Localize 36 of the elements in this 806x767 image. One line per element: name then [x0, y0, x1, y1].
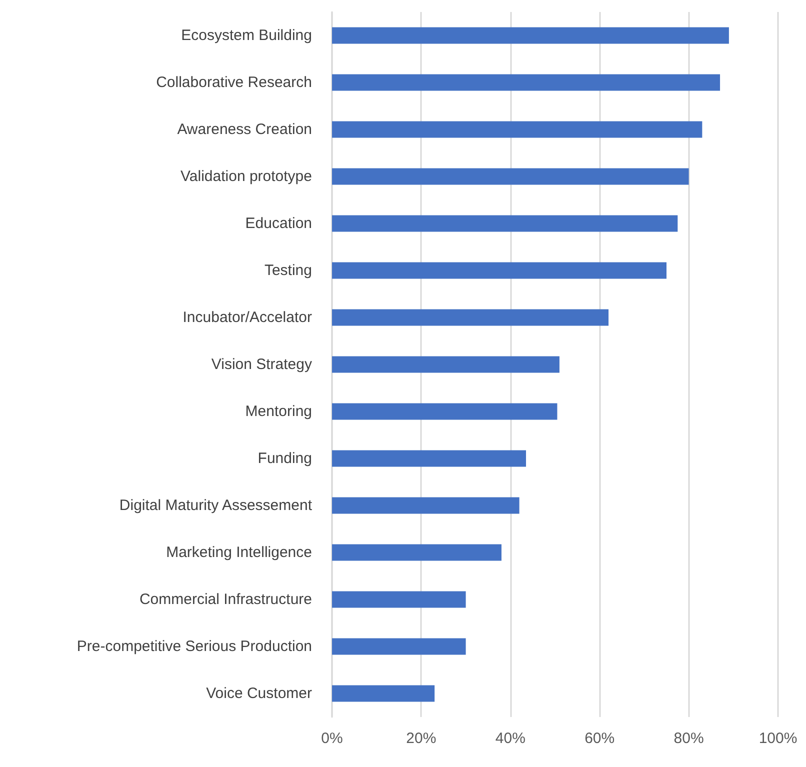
x-tick-label: 40% — [495, 730, 526, 747]
bar — [332, 74, 720, 91]
bar — [332, 215, 678, 232]
x-tick-label: 60% — [584, 730, 615, 747]
bar — [332, 121, 702, 138]
bar — [332, 168, 689, 185]
y-tick-label: Commercial Infrastructure — [139, 591, 312, 608]
bar — [332, 544, 502, 561]
y-tick-label: Collaborative Research — [156, 74, 312, 91]
bar — [332, 27, 729, 44]
y-tick-label: Testing — [264, 262, 312, 279]
bar — [332, 685, 435, 702]
x-tick-label: 0% — [321, 730, 343, 747]
y-tick-label: Education — [245, 215, 312, 232]
y-tick-label: Incubator/Accelator — [182, 309, 312, 326]
x-tick-label: 100% — [758, 730, 798, 747]
bar — [332, 638, 466, 655]
y-tick-label: Marketing Intelligence — [166, 544, 312, 561]
y-tick-label: Vision Strategy — [211, 356, 312, 373]
bar — [332, 262, 666, 279]
y-tick-label: Awareness Creation — [177, 121, 312, 138]
bar — [332, 309, 609, 326]
x-tick-label: 80% — [674, 730, 704, 747]
y-tick-label: Mentoring — [245, 403, 312, 420]
bar — [332, 450, 526, 467]
bar — [332, 403, 558, 420]
y-tick-label: Ecosystem Building — [181, 27, 312, 44]
y-tick-label: Voice Customer — [206, 685, 312, 702]
bar — [332, 497, 520, 514]
bar — [332, 356, 560, 373]
y-tick-label: Digital Maturity Assessement — [119, 497, 313, 514]
bar — [332, 591, 466, 608]
y-tick-label: Pre-competitive Serious Production — [76, 638, 312, 655]
y-tick-label: Funding — [258, 450, 312, 467]
x-tick-label: 20% — [406, 730, 436, 747]
y-tick-label: Validation prototype — [180, 168, 312, 185]
